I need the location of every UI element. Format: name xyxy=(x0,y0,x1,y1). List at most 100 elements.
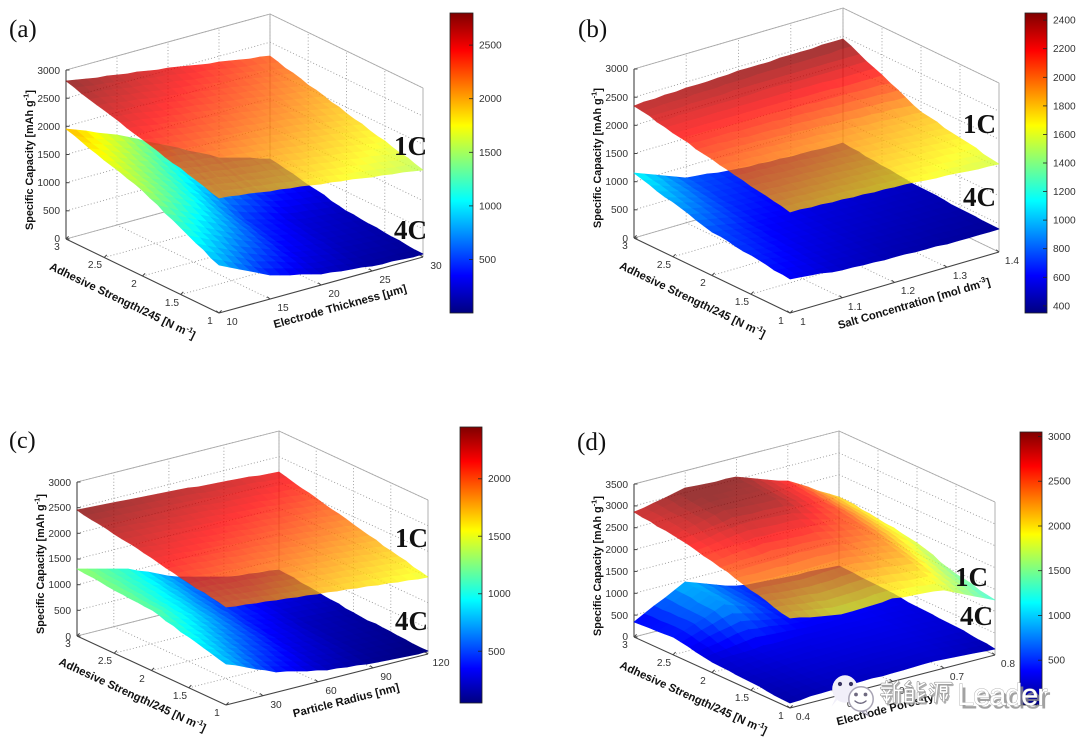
svg-text:1500: 1500 xyxy=(605,149,628,160)
svg-text:800: 800 xyxy=(1053,244,1070,255)
svg-text:3000: 3000 xyxy=(37,66,60,77)
svg-text:4C: 4C xyxy=(963,182,996,212)
svg-text:2.5: 2.5 xyxy=(88,260,102,271)
svg-text:1: 1 xyxy=(207,316,213,327)
svg-text:400: 400 xyxy=(1053,301,1070,312)
svg-text:3: 3 xyxy=(65,639,71,650)
svg-text:Specific Capacity [mAh g-1]: Specific Capacity [mAh g-1] xyxy=(33,494,48,634)
svg-text:1: 1 xyxy=(778,316,784,327)
svg-text:1800: 1800 xyxy=(1053,101,1076,112)
svg-text:2.5: 2.5 xyxy=(657,658,671,669)
svg-text:1.5: 1.5 xyxy=(735,693,749,704)
svg-text:3: 3 xyxy=(622,640,628,651)
svg-text:2500: 2500 xyxy=(605,93,628,104)
svg-text:0: 0 xyxy=(622,234,628,245)
svg-text:10: 10 xyxy=(226,317,238,328)
svg-text:600: 600 xyxy=(1053,273,1070,284)
svg-text:500: 500 xyxy=(611,205,628,216)
svg-text:1000: 1000 xyxy=(1053,216,1076,227)
svg-text:1500: 1500 xyxy=(479,148,502,159)
svg-text:2: 2 xyxy=(139,674,145,685)
svg-text:2.5: 2.5 xyxy=(657,260,671,271)
svg-text:3500: 3500 xyxy=(605,480,628,491)
svg-text:(b): (b) xyxy=(578,16,607,43)
svg-text:1500: 1500 xyxy=(48,554,71,565)
svg-text:0.7: 0.7 xyxy=(950,672,964,683)
svg-text:3: 3 xyxy=(54,242,60,253)
svg-text:1000: 1000 xyxy=(48,580,71,591)
svg-text:(c): (c) xyxy=(9,428,36,454)
svg-text:2000: 2000 xyxy=(48,529,71,540)
svg-text:1.5: 1.5 xyxy=(173,691,187,702)
svg-text:Specific Capacity [mAh g-1]: Specific Capacity [mAh g-1] xyxy=(22,90,37,230)
svg-text:2: 2 xyxy=(700,676,706,687)
svg-text:(a): (a) xyxy=(9,16,37,43)
svg-text:0.4: 0.4 xyxy=(796,712,810,723)
svg-text:3000: 3000 xyxy=(1048,432,1071,443)
svg-text:1000: 1000 xyxy=(1048,611,1071,622)
svg-text:1.5: 1.5 xyxy=(165,298,179,309)
svg-text:1400: 1400 xyxy=(1053,159,1076,170)
svg-text:20: 20 xyxy=(328,289,340,300)
svg-text:2000: 2000 xyxy=(605,121,628,132)
svg-text:1000: 1000 xyxy=(37,178,60,189)
svg-text:Leader: Leader xyxy=(960,680,1050,715)
svg-text:4C: 4C xyxy=(395,606,428,636)
svg-text:1500: 1500 xyxy=(37,150,60,161)
svg-text:500: 500 xyxy=(43,206,60,217)
svg-text:2500: 2500 xyxy=(605,523,628,534)
svg-text:2500: 2500 xyxy=(48,503,71,514)
svg-text:1C: 1C xyxy=(395,523,428,553)
svg-text:0: 0 xyxy=(54,234,60,245)
svg-text:2000: 2000 xyxy=(488,474,511,485)
svg-text:1200: 1200 xyxy=(1053,187,1076,198)
svg-text:120: 120 xyxy=(433,658,450,669)
svg-text:1500: 1500 xyxy=(605,567,628,578)
svg-text:500: 500 xyxy=(1048,656,1065,667)
svg-text:0: 0 xyxy=(622,632,628,643)
svg-text:2000: 2000 xyxy=(605,545,628,556)
svg-text:1.5: 1.5 xyxy=(735,297,749,308)
svg-text:1: 1 xyxy=(800,317,806,328)
svg-text:90: 90 xyxy=(380,672,392,683)
svg-text:15: 15 xyxy=(277,303,289,314)
svg-text:1C: 1C xyxy=(963,109,996,139)
svg-text:2000: 2000 xyxy=(479,94,502,105)
svg-text:4C: 4C xyxy=(960,601,993,631)
svg-text:Leader: Leader xyxy=(957,677,1047,712)
svg-text:1.3: 1.3 xyxy=(953,271,967,282)
svg-text:1.1: 1.1 xyxy=(848,302,862,313)
svg-text:25: 25 xyxy=(379,275,391,286)
svg-text:3000: 3000 xyxy=(605,64,628,75)
svg-text:1500: 1500 xyxy=(1048,566,1071,577)
svg-text:0: 0 xyxy=(65,632,71,643)
svg-text:0.8: 0.8 xyxy=(1001,659,1015,670)
svg-text:1: 1 xyxy=(778,711,784,722)
svg-text:1.4: 1.4 xyxy=(1005,256,1019,267)
svg-text:2500: 2500 xyxy=(479,41,502,52)
svg-text:60: 60 xyxy=(325,686,337,697)
svg-text:500: 500 xyxy=(488,647,505,658)
svg-text:2500: 2500 xyxy=(1048,477,1071,488)
svg-text:2500: 2500 xyxy=(37,94,60,105)
svg-text:2400: 2400 xyxy=(1053,16,1076,27)
svg-text:500: 500 xyxy=(479,255,496,266)
svg-text:1C: 1C xyxy=(955,562,988,592)
svg-text:500: 500 xyxy=(611,611,628,622)
svg-text:30: 30 xyxy=(270,700,282,711)
svg-text:4C: 4C xyxy=(394,215,427,245)
svg-text:Specific Capacity [mAh g-1]: Specific Capacity [mAh g-1] xyxy=(590,496,605,636)
svg-text:1000: 1000 xyxy=(605,177,628,188)
svg-text:500: 500 xyxy=(54,606,71,617)
svg-text:2: 2 xyxy=(131,279,137,290)
svg-text:2000: 2000 xyxy=(1053,73,1076,84)
svg-text:1000: 1000 xyxy=(605,589,628,600)
svg-text:2000: 2000 xyxy=(1048,522,1071,533)
svg-text:1000: 1000 xyxy=(488,589,511,600)
svg-text:(d): (d) xyxy=(577,429,606,456)
svg-text:2.5: 2.5 xyxy=(98,656,112,667)
svg-text:2200: 2200 xyxy=(1053,44,1076,55)
svg-text:1500: 1500 xyxy=(488,532,511,543)
svg-text:1C: 1C xyxy=(394,131,427,161)
svg-text:2000: 2000 xyxy=(37,122,60,133)
